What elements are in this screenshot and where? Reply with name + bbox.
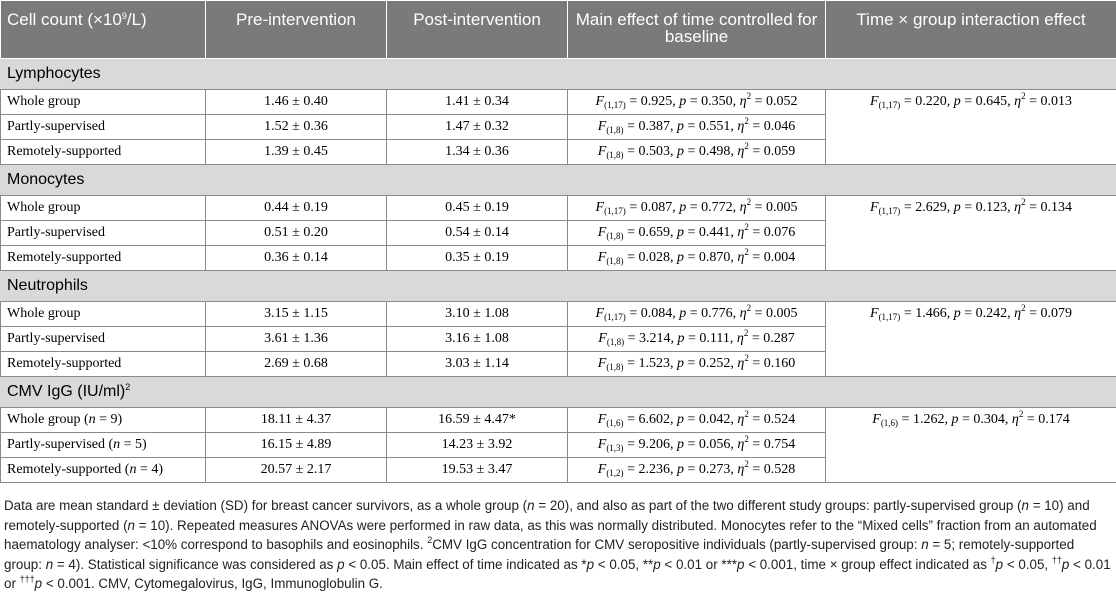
row-label: Whole group (0, 195, 206, 221)
main-effect-stat: F(1,8) = 0.387, p = 0.551, η2 = 0.046 (567, 114, 826, 140)
pre-value: 16.15 ± 4.89 (205, 432, 387, 458)
main-effect-stat: F(1,8) = 1.523, p = 0.252, η2 = 0.160 (567, 351, 826, 377)
post-value: 1.41 ± 0.34 (386, 89, 568, 115)
section-row: Neutrophils (0, 270, 1116, 302)
main-effect-stat: F(1,2) = 2.236, p = 0.273, η2 = 0.528 (567, 457, 826, 483)
row-label: Remotely-supported (0, 245, 206, 271)
pre-value: 1.39 ± 0.45 (205, 139, 387, 165)
section-row: CMV IgG (IU/ml)2 (0, 376, 1116, 408)
table-row: Partly-supervised 3.61 ± 1.36 3.16 ± 1.08 F… (0, 326, 1116, 352)
post-value: 16.59 ± 4.47* (386, 407, 568, 433)
main-effect-stat: F(1,17) = 0.925, p = 0.350, η2 = 0.052 (567, 89, 826, 115)
pre-value: 0.51 ± 0.20 (205, 220, 387, 246)
main-effect-stat: F(1,8) = 0.659, p = 0.441, η2 = 0.076 (567, 220, 826, 246)
table-footnote: Data are mean standard ± deviation (SD) … (4, 498, 1111, 592)
interaction-stat: F(1,17) = 0.220, p = 0.645, η2 = 0.013 (825, 89, 1116, 165)
main-effect-stat: F(1,3) = 9.206, p = 0.056, η2 = 0.754 (567, 432, 826, 458)
header-row: Cell count (×109/L) Pre-intervention Pos… (0, 0, 1116, 59)
header-pre-intervention: Pre-intervention (205, 0, 387, 59)
main-effect-stat: F(1,17) = 0.084, p = 0.776, η2 = 0.005 (567, 301, 826, 327)
header-post-intervention: Post-intervention (386, 0, 568, 59)
row-label: Whole group (0, 89, 206, 115)
main-effect-stat: F(1,17) = 0.087, p = 0.772, η2 = 0.005 (567, 195, 826, 221)
pre-value: 18.11 ± 4.37 (205, 407, 387, 433)
header-main-effect: Main effect of time controlled for basel… (567, 0, 826, 59)
table-row: Whole group 0.44 ± 0.19 0.45 ± 0.19 F(1,17)… (0, 195, 1116, 271)
pre-value: 20.57 ± 2.17 (205, 457, 387, 483)
post-value: 1.34 ± 0.36 (386, 139, 568, 165)
pre-value: 3.15 ± 1.15 (205, 301, 387, 327)
row-label: Whole group (n = 9) (0, 407, 206, 433)
main-effect-stat: F(1,8) = 3.214, p = 0.111, η2 = 0.287 (567, 326, 826, 352)
section-title: CMV IgG (IU/ml)2 (0, 376, 1116, 408)
table-row: Partly-supervised 0.51 ± 0.20 0.54 ± 0.14 F… (0, 220, 1116, 246)
pre-value: 3.61 ± 1.36 (205, 326, 387, 352)
main-effect-stat: F(1,6) = 6.602, p = 0.042, η2 = 0.524 (567, 407, 826, 433)
main-effect-stat: F(1,8) = 0.028, p = 0.870, η2 = 0.004 (567, 245, 826, 271)
pre-value: 1.46 ± 0.40 (205, 89, 387, 115)
main-effect-stat: F(1,8) = 0.503, p = 0.498, η2 = 0.059 (567, 139, 826, 165)
section-row: Monocytes (0, 164, 1116, 196)
post-value: 3.10 ± 1.08 (386, 301, 568, 327)
pre-value: 0.36 ± 0.14 (205, 245, 387, 271)
table-row: Remotely-supported (n = 4) 20.57 ± 2.17 19… (0, 457, 1116, 483)
post-value: 14.23 ± 3.92 (386, 432, 568, 458)
section-title: Neutrophils (0, 270, 1116, 302)
row-label: Remotely-supported (n = 4) (0, 457, 206, 483)
pre-value: 1.52 ± 0.36 (205, 114, 387, 140)
table-row: Remotely-supported 1.39 ± 0.45 1.34 ± 0.36… (0, 139, 1116, 165)
pre-value: 0.44 ± 0.19 (205, 195, 387, 221)
pre-value: 2.69 ± 0.68 (205, 351, 387, 377)
interaction-stat: F(1,17) = 2.629, p = 0.123, η2 = 0.134 (825, 195, 1116, 271)
section-row: Lymphocytes (0, 58, 1116, 90)
header-cell-count: Cell count (×109/L) (0, 0, 206, 59)
table-row: Whole group 1.46 ± 0.40 1.41 ± 0.34 F(1,17)… (0, 89, 1116, 165)
row-label: Partly-supervised (0, 220, 206, 246)
header-interaction-effect: Time × group interaction effect (825, 0, 1116, 59)
post-value: 3.03 ± 1.14 (386, 351, 568, 377)
post-value: 3.16 ± 1.08 (386, 326, 568, 352)
post-value: 19.53 ± 3.47 (386, 457, 568, 483)
post-value: 0.45 ± 0.19 (386, 195, 568, 221)
row-label: Remotely-supported (0, 139, 206, 165)
post-value: 0.54 ± 0.14 (386, 220, 568, 246)
interaction-stat: F(1,6) = 1.262, p = 0.304, η2 = 0.174 (825, 407, 1116, 483)
row-label: Whole group (0, 301, 206, 327)
table-row: Remotely-supported 0.36 ± 0.14 0.35 ± 0.19… (0, 245, 1116, 271)
table-row: Partly-supervised 1.52 ± 0.36 1.47 ± 0.32 F… (0, 114, 1116, 140)
row-label: Partly-supervised (0, 326, 206, 352)
table-row: Whole group 3.15 ± 1.15 3.10 ± 1.08 F(1,17)… (0, 301, 1116, 377)
post-value: 1.47 ± 0.32 (386, 114, 568, 140)
section-title: Monocytes (0, 164, 1116, 196)
post-value: 0.35 ± 0.19 (386, 245, 568, 271)
row-label: Remotely-supported (0, 351, 206, 377)
table-row: Remotely-supported 2.69 ± 0.68 3.03 ± 1.14… (0, 351, 1116, 377)
results-table: Cell count (×109/L) Pre-intervention Pos… (0, 0, 1116, 483)
interaction-stat: F(1,17) = 1.466, p = 0.242, η2 = 0.079 (825, 301, 1116, 377)
table-row: Whole group (n = 9) 18.11 ± 4.37 16.59 ± 4… (0, 407, 1116, 483)
row-label: Partly-supervised (0, 114, 206, 140)
row-label: Partly-supervised (n = 5) (0, 432, 206, 458)
section-title: Lymphocytes (0, 58, 1116, 90)
